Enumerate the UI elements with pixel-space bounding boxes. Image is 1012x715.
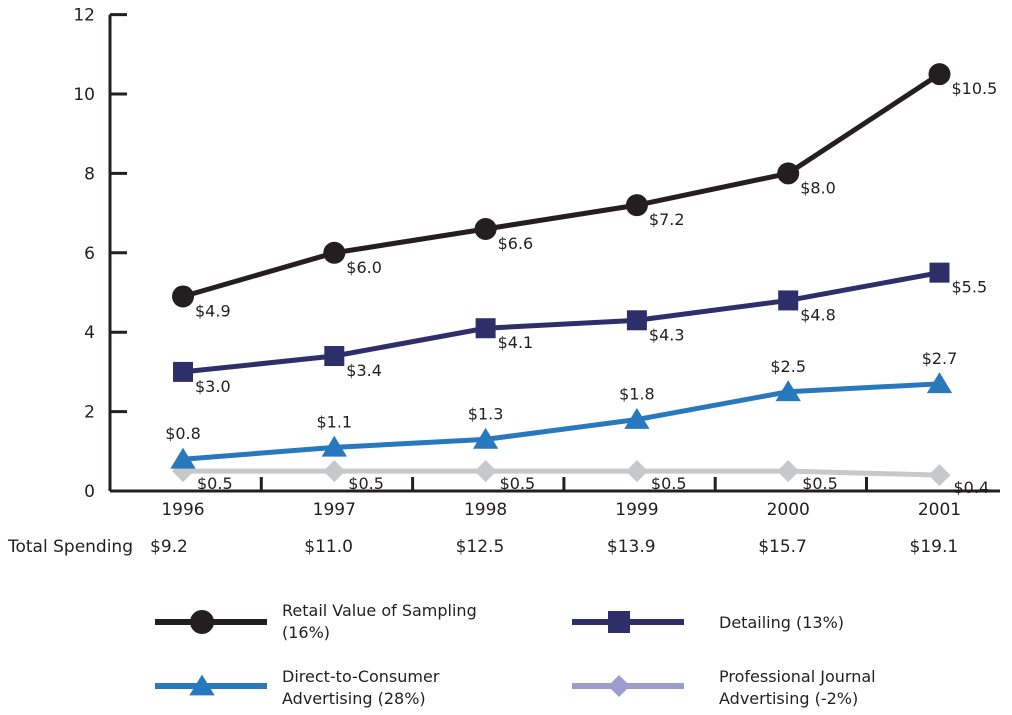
data-label: $3.0 bbox=[195, 377, 231, 396]
total-spending-value: $19.1 bbox=[910, 537, 959, 557]
data-label: $6.6 bbox=[498, 234, 534, 253]
total-spending-value: $12.5 bbox=[456, 537, 505, 557]
data-point-circle bbox=[625, 194, 648, 217]
data-point-square bbox=[626, 310, 647, 331]
data-point-square bbox=[173, 361, 193, 382]
legend-label: Direct-to-Consumer bbox=[282, 667, 440, 686]
data-label: $4.8 bbox=[800, 305, 836, 324]
series-line bbox=[183, 468, 940, 478]
data-label: $2.5 bbox=[770, 357, 806, 376]
chart-legend: Retail Value of Sampling (16%) Detailing (… bbox=[155, 601, 876, 708]
legend-item: Direct-to-Consumer Advertising (28%) bbox=[155, 667, 440, 708]
legend-label: Detailing (13%) bbox=[719, 613, 844, 632]
legend-label: Advertising (-2%) bbox=[719, 689, 858, 708]
total-spending-value: $11.0 bbox=[304, 537, 353, 557]
data-point-diamond bbox=[625, 460, 648, 483]
legend-swatch-circle bbox=[190, 610, 214, 634]
legend-label: Retail Value of Sampling bbox=[282, 601, 477, 620]
data-point-square bbox=[778, 290, 799, 311]
x-tick-label: 1999 bbox=[615, 500, 658, 520]
total-spending-value: $9.2 bbox=[150, 537, 188, 557]
y-tick-label: 12 bbox=[73, 6, 95, 26]
data-point-diamond bbox=[928, 464, 951, 487]
legend-swatch-triangle bbox=[189, 674, 215, 696]
legend-swatch-square bbox=[608, 611, 630, 633]
data-point-triangle bbox=[170, 447, 196, 469]
data-point-triangle bbox=[624, 407, 650, 429]
data-label: $1.3 bbox=[468, 404, 504, 423]
x-tick-label: 1997 bbox=[313, 500, 356, 520]
x-tick-label: 2001 bbox=[918, 500, 961, 520]
data-label: $0.4 bbox=[954, 478, 990, 497]
data-label: $8.0 bbox=[800, 178, 836, 197]
data-point-circle bbox=[928, 63, 951, 86]
x-tick-label: 1996 bbox=[161, 500, 204, 520]
data-label: $0.5 bbox=[802, 474, 838, 493]
x-tick-label: 2000 bbox=[767, 500, 810, 520]
data-point-triangle bbox=[926, 372, 953, 394]
data-label: $7.2 bbox=[649, 210, 685, 229]
data-label: $0.8 bbox=[165, 424, 201, 443]
data-point-square bbox=[324, 346, 345, 367]
data-label: $4.1 bbox=[498, 333, 534, 352]
legend-label: Professional Journal bbox=[719, 667, 876, 686]
data-label: $0.5 bbox=[500, 474, 536, 493]
x-tick-label: 1998 bbox=[464, 500, 507, 520]
data-label: $5.5 bbox=[952, 278, 988, 297]
data-label: $10.5 bbox=[952, 79, 998, 98]
y-tick-label: 4 bbox=[84, 323, 95, 343]
data-point-diamond bbox=[474, 460, 497, 483]
data-point-circle bbox=[172, 285, 194, 308]
series-diamond bbox=[172, 460, 951, 487]
series-circle bbox=[172, 63, 951, 308]
data-label: $0.5 bbox=[197, 474, 233, 493]
data-label: $3.4 bbox=[346, 361, 382, 380]
total-spending-label: Total Spending bbox=[7, 537, 133, 557]
chart-series bbox=[170, 63, 953, 487]
total-spending-value: $13.9 bbox=[607, 537, 656, 557]
data-point-circle bbox=[474, 217, 497, 240]
data-point-triangle bbox=[775, 380, 801, 402]
data-point-triangle bbox=[472, 427, 499, 449]
series-line bbox=[182, 270, 940, 375]
data-point-diamond bbox=[777, 460, 800, 483]
y-tick-label: 10 bbox=[73, 85, 95, 105]
legend-label: Advertising (28%) bbox=[282, 689, 426, 708]
legend-item: Professional Journal Advertising (-2%) bbox=[572, 667, 876, 708]
series-triangle bbox=[170, 372, 953, 469]
total-spending-row: Total Spending $9.2 $11.0 $12.5 $13.9 $15.7 $1… bbox=[7, 537, 958, 557]
data-point-square bbox=[929, 262, 950, 283]
data-point-circle bbox=[323, 241, 346, 264]
y-tick-label: 0 bbox=[84, 482, 95, 502]
data-label: $0.5 bbox=[348, 474, 384, 493]
total-spending-value: $15.7 bbox=[758, 537, 807, 557]
series-square bbox=[173, 262, 950, 382]
data-label: $4.3 bbox=[649, 325, 685, 344]
y-tick-label: 2 bbox=[84, 403, 95, 423]
y-tick-label: 8 bbox=[84, 164, 95, 184]
data-label: $0.5 bbox=[651, 474, 687, 493]
data-label: $6.0 bbox=[346, 258, 382, 277]
y-tick-label: 6 bbox=[84, 244, 95, 264]
data-label: $1.1 bbox=[316, 412, 352, 431]
legend-label: (16%) bbox=[282, 623, 330, 642]
data-point-diamond bbox=[323, 460, 346, 483]
legend-item: Detailing (13%) bbox=[572, 611, 844, 633]
data-point-triangle bbox=[321, 435, 347, 457]
data-point-circle bbox=[777, 162, 800, 185]
data-point-square bbox=[475, 318, 496, 339]
series-line bbox=[182, 381, 940, 462]
data-label: $2.7 bbox=[922, 349, 958, 368]
data-label: $1.8 bbox=[619, 385, 655, 404]
legend-swatch-diamond bbox=[608, 675, 630, 697]
chart-data-labels: $4.9 $6.0 $6.6 $7.2 $8.0 $10.5 $3.0 $3.4 $4.1 $4.… bbox=[165, 79, 997, 497]
data-label: $4.9 bbox=[195, 301, 231, 320]
chart-axes: 0 2 4 6 8 10 12 1996 1997 1998 1999 2000 2001 bbox=[73, 6, 1000, 520]
legend-item: Retail Value of Sampling (16%) bbox=[155, 601, 477, 642]
series-line bbox=[182, 72, 941, 299]
